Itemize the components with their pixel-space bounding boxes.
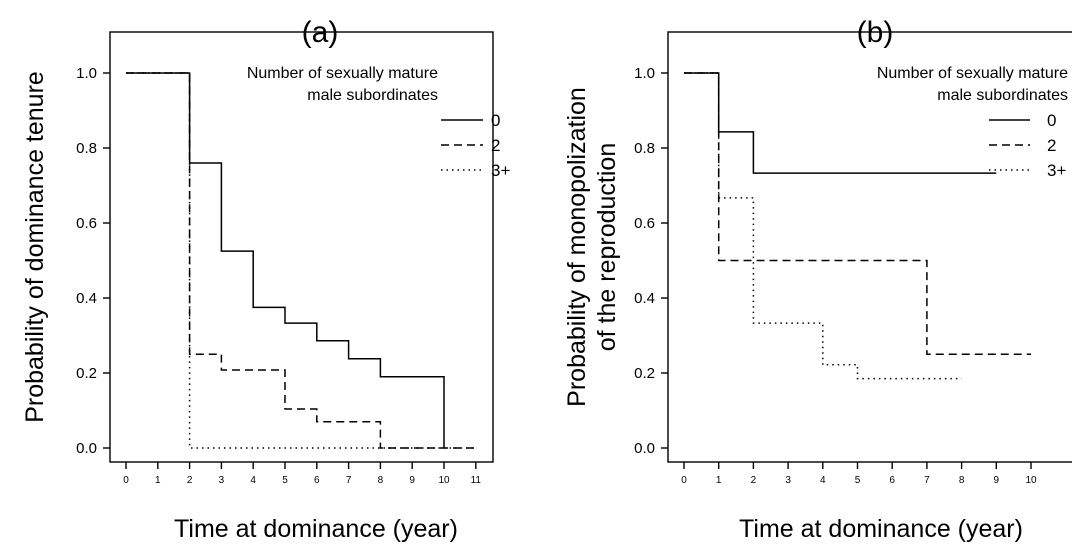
x-tick-label: 9 (994, 475, 1000, 486)
y-axis-label: Probability of monopolization (563, 87, 591, 407)
series-line-3plus (684, 72, 962, 380)
x-tick-label: 4 (820, 475, 826, 486)
x-tick-label: 0 (681, 475, 687, 486)
x-axis-label: Time at dominance (year) (739, 515, 1023, 543)
x-tick-label: 11 (471, 475, 482, 486)
y-tick-label: 0.0 (634, 440, 655, 457)
x-tick-label: 2 (187, 475, 193, 486)
legend: Number of sexually mature male subordinat… (247, 65, 511, 180)
x-tick-label: 5 (282, 475, 288, 486)
legend-label: 2 (1047, 136, 1056, 155)
panel-a: (a) 0.0 0.2 0.4 0.6 0.8 1.0 0 1 2 3 4 5 6 7 8 9 10 11 Time … (21, 16, 510, 543)
x-tick-label: 8 (959, 475, 965, 486)
y-tick-label: 0.4 (634, 290, 655, 307)
x-tick-label: 3 (219, 475, 225, 486)
x-tick-label: 6 (889, 475, 895, 486)
x-tick-label: 0 (123, 475, 129, 486)
x-tick-label: 2 (751, 475, 757, 486)
x-axis-label: Time at dominance (year) (174, 515, 458, 543)
y-tick-label: 0.2 (634, 365, 655, 382)
y-tick-label: 1.0 (634, 65, 655, 82)
x-tick-label: 7 (924, 475, 930, 486)
legend-title: Number of sexually mature (247, 65, 438, 82)
panel-b: (b) 0.0 0.2 0.4 0.6 0.8 1.0 0 1 2 3 4 5 6 7 8 9 10 Time at… (563, 16, 1072, 543)
chart-title: (a) (302, 16, 339, 49)
series-line-0 (126, 72, 445, 448)
x-tick-label: 6 (314, 475, 320, 486)
y-tick-label: 0.4 (76, 290, 97, 307)
series-line-2 (684, 72, 1031, 355)
chart-title: (b) (857, 16, 894, 49)
legend-title: male subordinates (307, 87, 438, 104)
legend-label: 3+ (491, 161, 510, 180)
legend-label: 2 (491, 136, 500, 155)
legend: Number of sexually mature male subordinat… (877, 65, 1068, 180)
y-tick-label: 1.0 (76, 65, 97, 82)
x-tick-label: 5 (855, 475, 861, 486)
plot-frame (667, 31, 1072, 463)
y-tick-label: 0.2 (76, 365, 97, 382)
series-line-3plus (126, 72, 476, 449)
legend-title: Number of sexually mature (877, 65, 1068, 82)
plot-frame (109, 31, 494, 463)
y-tick-label: 0.8 (634, 140, 655, 157)
y-axis-label: of the reproduction (593, 143, 621, 351)
legend-label: 0 (491, 111, 500, 130)
y-axis-label: Probability of dominance tenure (21, 71, 49, 423)
legend-label: 0 (1047, 111, 1056, 130)
y-tick-label: 0.0 (76, 440, 97, 457)
y-tick-label: 0.6 (76, 215, 97, 232)
x-tick-label: 10 (438, 475, 450, 486)
x-tick-label: 4 (250, 475, 256, 486)
series-line-2 (126, 72, 476, 449)
y-tick-label: 0.6 (634, 215, 655, 232)
legend-label: 3+ (1047, 161, 1066, 180)
x-tick-label: 7 (346, 475, 352, 486)
x-tick-label: 1 (716, 475, 722, 486)
legend-title: male subordinates (937, 87, 1068, 104)
x-tick-label: 10 (1025, 475, 1037, 486)
x-tick-label: 8 (378, 475, 384, 486)
x-tick-label: 3 (785, 475, 791, 486)
y-tick-label: 0.8 (76, 140, 97, 157)
x-tick-label: 1 (155, 475, 161, 486)
x-tick-label: 9 (409, 475, 415, 486)
